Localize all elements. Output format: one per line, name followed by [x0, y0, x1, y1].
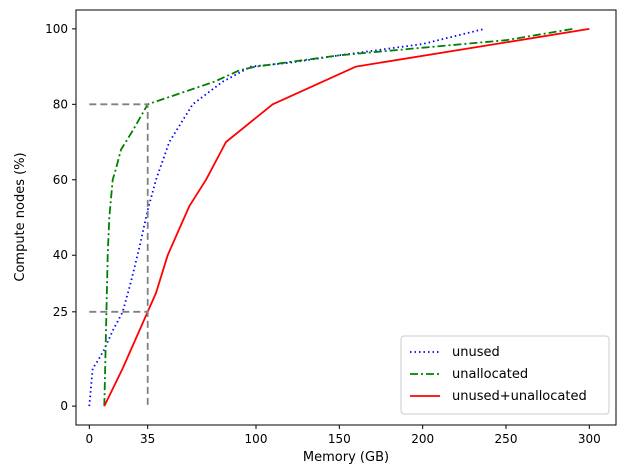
series-line-unused-unallocated	[103, 28, 590, 407]
x-tick-label: 250	[495, 432, 518, 446]
x-tick-label: 300	[578, 432, 601, 446]
x-tick-label: 0	[86, 432, 94, 446]
y-tick-label: 0	[60, 399, 68, 413]
legend-label-unused: unused	[452, 345, 500, 360]
x-tick-label: 100	[245, 432, 268, 446]
y-axis-label: Compute nodes (%)	[13, 152, 28, 281]
x-tick-label: 200	[411, 432, 434, 446]
series-line-guide-3	[89, 103, 149, 407]
legend-label-unused-unallocated: unused+unallocated	[452, 389, 587, 404]
tick-layer: 0 35 100 150 200 250 300 0 25 40 60 80 100	[45, 22, 601, 446]
y-tick-label: 60	[53, 173, 68, 187]
y-tick-label: 80	[53, 97, 68, 111]
legend: unused unallocated unused+unallocated	[400, 335, 610, 415]
x-tick-label: 150	[328, 432, 351, 446]
x-axis-label: Memory (GB)	[303, 450, 389, 465]
y-tick-label: 40	[53, 248, 68, 262]
legend-box	[400, 335, 610, 415]
legend-label-unallocated: unallocated	[452, 367, 528, 382]
x-tick-label: 35	[140, 432, 155, 446]
y-tick-label: 25	[53, 305, 68, 319]
y-tick-label: 100	[45, 22, 68, 36]
series-layer	[88, 28, 590, 407]
